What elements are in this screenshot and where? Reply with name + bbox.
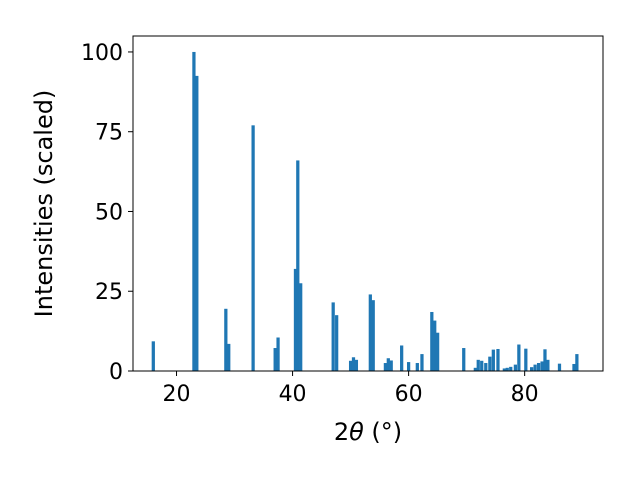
bar-31 bbox=[480, 360, 484, 371]
bar-4 bbox=[227, 343, 231, 371]
bar-43 bbox=[533, 364, 537, 371]
plot-frame bbox=[132, 35, 604, 372]
bar-27 bbox=[436, 332, 440, 371]
y-tick-label-3: 75 bbox=[95, 121, 123, 146]
bar-13 bbox=[348, 360, 353, 371]
bar-22 bbox=[406, 362, 411, 371]
bar-46 bbox=[543, 349, 547, 371]
x-axis-ticks: 20 40 60 80 bbox=[163, 371, 539, 407]
bar-20 bbox=[389, 360, 393, 371]
bars-group bbox=[151, 51, 579, 371]
bar-16 bbox=[368, 294, 372, 371]
x-tick-label-2: 60 bbox=[395, 382, 423, 407]
bar-32 bbox=[484, 363, 488, 371]
bar-40 bbox=[517, 344, 521, 371]
bar-25 bbox=[430, 311, 434, 371]
y-tick-label-2: 50 bbox=[95, 200, 123, 225]
bar-1 bbox=[192, 51, 196, 371]
bar-45 bbox=[540, 361, 544, 371]
bar-0 bbox=[151, 341, 155, 371]
bar-9 bbox=[296, 160, 300, 371]
x-tick-label-0: 20 bbox=[163, 382, 191, 407]
bar-15 bbox=[354, 359, 359, 371]
bar-35 bbox=[496, 348, 500, 371]
bar-48 bbox=[557, 363, 562, 371]
bar-24 bbox=[420, 354, 424, 371]
bar-7 bbox=[276, 337, 280, 371]
bar-5 bbox=[251, 125, 255, 371]
bar-26 bbox=[433, 320, 437, 371]
bar-50 bbox=[575, 354, 579, 371]
x-tick-label-1: 40 bbox=[279, 382, 307, 407]
x-axis-label-prefix: 2 bbox=[334, 418, 349, 446]
bar-38 bbox=[509, 366, 513, 371]
bar-36 bbox=[502, 368, 506, 371]
y-tick-label-0: 0 bbox=[109, 360, 123, 385]
x-tick-label-3: 80 bbox=[511, 382, 539, 407]
bar-19 bbox=[386, 358, 390, 371]
y-axis-label: Intensities (scaled) bbox=[30, 90, 58, 318]
bar-3 bbox=[224, 308, 228, 371]
bar-49 bbox=[572, 363, 576, 371]
bar-33 bbox=[488, 356, 492, 371]
bar-42 bbox=[530, 367, 534, 371]
y-tick-label-4: 100 bbox=[81, 41, 123, 66]
bar-12 bbox=[335, 315, 339, 371]
bar-37 bbox=[505, 367, 509, 371]
bar-30 bbox=[476, 359, 480, 371]
bar-44 bbox=[536, 363, 541, 371]
bar-28 bbox=[462, 348, 466, 371]
bar-29 bbox=[473, 367, 477, 371]
x-axis-label-suffix: (°) bbox=[364, 418, 402, 446]
bar-39 bbox=[513, 364, 518, 371]
bar-18 bbox=[383, 363, 388, 371]
bar-10 bbox=[299, 283, 303, 371]
bar-8 bbox=[293, 268, 298, 371]
bar-47 bbox=[546, 359, 550, 371]
bar-11 bbox=[331, 302, 335, 371]
bar-14 bbox=[351, 357, 356, 371]
bar-21 bbox=[400, 345, 404, 371]
bar-34 bbox=[491, 349, 495, 371]
bar-6 bbox=[273, 348, 277, 371]
bar-41 bbox=[524, 348, 528, 371]
x-axis-label-symbol: θ bbox=[349, 418, 364, 446]
bar-17 bbox=[371, 300, 375, 371]
bar-2 bbox=[195, 75, 199, 371]
y-tick-label-1: 25 bbox=[95, 280, 123, 305]
bar-23 bbox=[415, 363, 419, 371]
x-axis-label: 2θ (°) bbox=[334, 418, 402, 446]
y-axis-ticks: 0 25 50 75 100 bbox=[81, 41, 133, 385]
